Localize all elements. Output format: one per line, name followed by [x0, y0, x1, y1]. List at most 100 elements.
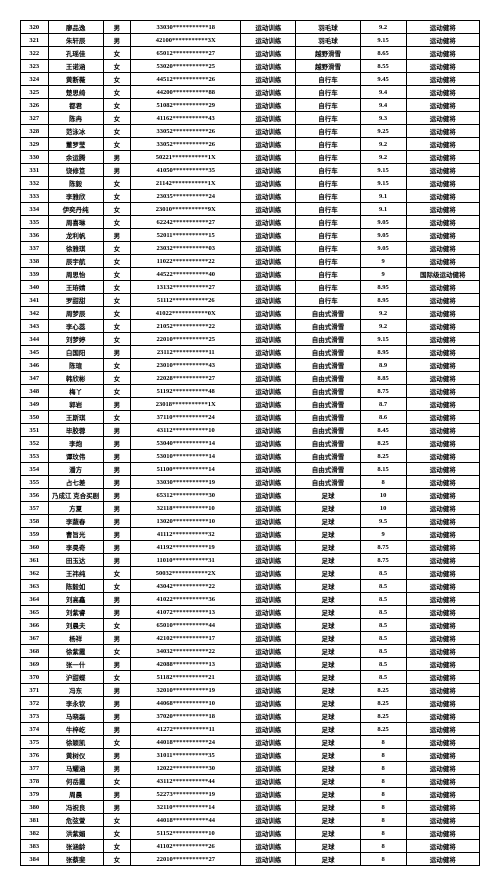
cell-cat: 运动训练 [241, 827, 296, 840]
cell-result: 运动健将 [406, 723, 479, 736]
table-row: 372李永钦男44068***********10运动训练足球8.25运动健将 [21, 697, 480, 710]
cell-name: 李永钦 [48, 697, 103, 710]
cell-cat: 运动训练 [241, 21, 296, 34]
cell-sport: 自行车 [296, 73, 360, 86]
cell-score: 10 [360, 489, 406, 502]
cell-gender: 男 [103, 684, 131, 697]
cell-result: 运动健将 [406, 632, 479, 645]
cell-score: 8 [360, 840, 406, 853]
cell-id: 44068***********10 [131, 697, 241, 710]
cell-name: 危弦萱 [48, 814, 103, 827]
table-row: 345白国阳男23112***********11运动训练自由式滑雪8.95运动… [21, 346, 480, 359]
cell-gender: 女 [103, 853, 131, 866]
cell-score: 9.2 [360, 307, 406, 320]
cell-sport: 自行车 [296, 125, 360, 138]
cell-name: 潘方 [48, 463, 103, 476]
cell-result: 运动健将 [406, 580, 479, 593]
cell-gender: 男 [103, 723, 131, 736]
cell-score: 9.5 [360, 515, 406, 528]
table-row: 325楚思绮女44200***********88运动训练自行车9.4运动健将 [21, 86, 480, 99]
cell-result: 运动健将 [406, 333, 479, 346]
cell-sport: 自由式滑雪 [296, 476, 360, 489]
cell-sport: 自行车 [296, 112, 360, 125]
cell-name: 王诺涵 [48, 60, 103, 73]
cell-score: 8.5 [360, 593, 406, 606]
cell-idx: 320 [21, 21, 49, 34]
cell-score: 9.1 [360, 203, 406, 216]
cell-idx: 383 [21, 840, 49, 853]
cell-cat: 运动训练 [241, 515, 296, 528]
cell-result: 运动健将 [406, 502, 479, 515]
table-row: 375徐颖凯女44018***********24运动训练足球8运动健将 [21, 736, 480, 749]
cell-sport: 足球 [296, 801, 360, 814]
cell-name: 刘高鑫 [48, 593, 103, 606]
cell-gender: 女 [103, 60, 131, 73]
cell-sport: 足球 [296, 489, 360, 502]
cell-cat: 运动训练 [241, 294, 296, 307]
cell-result: 运动健将 [406, 567, 479, 580]
cell-cat: 运动训练 [241, 229, 296, 242]
cell-idx: 330 [21, 151, 49, 164]
cell-score: 8.75 [360, 385, 406, 398]
cell-sport: 足球 [296, 749, 360, 762]
cell-idx: 372 [21, 697, 49, 710]
cell-id: 23010***********43 [131, 359, 241, 372]
cell-score: 9.15 [360, 177, 406, 190]
cell-name: 周喜琳 [48, 216, 103, 229]
cell-gender: 女 [103, 580, 131, 593]
cell-id: 41022***********0X [131, 307, 241, 320]
cell-name: 韩欣彬 [48, 372, 103, 385]
table-row: 349郭岩男23018***********1X运动训练自由式滑雪8.7运动健将 [21, 398, 480, 411]
cell-cat: 运动训练 [241, 151, 296, 164]
table-row: 381危弦萱女44018***********44运动训练足球8运动健将 [21, 814, 480, 827]
cell-score: 8.5 [360, 606, 406, 619]
cell-score: 9 [360, 528, 406, 541]
cell-gender: 女 [103, 775, 131, 788]
cell-cat: 运动训练 [241, 658, 296, 671]
cell-score: 8.55 [360, 60, 406, 73]
cell-gender: 女 [103, 203, 131, 216]
cell-result: 运动健将 [406, 424, 479, 437]
cell-gender: 男 [103, 593, 131, 606]
cell-sport: 足球 [296, 567, 360, 580]
cell-id: 22010***********27 [131, 853, 241, 866]
cell-sport: 足球 [296, 606, 360, 619]
cell-cat: 运动训练 [241, 424, 296, 437]
cell-idx: 368 [21, 645, 49, 658]
cell-cat: 运动训练 [241, 697, 296, 710]
cell-result: 运动健将 [406, 190, 479, 203]
cell-id: 23035***********24 [131, 190, 241, 203]
cell-idx: 329 [21, 138, 49, 151]
cell-sport: 足球 [296, 502, 360, 515]
cell-idx: 323 [21, 60, 49, 73]
table-row: 337徐雅琪女23032***********03运动训练自行车9.05运动健将 [21, 242, 480, 255]
cell-id: 51182***********21 [131, 671, 241, 684]
cell-cat: 运动训练 [241, 567, 296, 580]
cell-idx: 366 [21, 619, 49, 632]
cell-idx: 354 [21, 463, 49, 476]
cell-sport: 自由式滑雪 [296, 307, 360, 320]
cell-id: 62242***********27 [131, 216, 241, 229]
cell-gender: 女 [103, 47, 131, 60]
cell-gender: 男 [103, 34, 131, 47]
cell-idx: 379 [21, 788, 49, 801]
cell-id: 51100***********14 [131, 463, 241, 476]
cell-result: 运动健将 [406, 60, 479, 73]
cell-cat: 运动训练 [241, 164, 296, 177]
cell-cat: 运动训练 [241, 736, 296, 749]
cell-sport: 自行车 [296, 164, 360, 177]
cell-id: 41272***********11 [131, 723, 241, 736]
cell-gender: 男 [103, 164, 131, 177]
cell-gender: 男 [103, 346, 131, 359]
cell-id: 41192***********19 [131, 541, 241, 554]
cell-gender: 女 [103, 294, 131, 307]
cell-cat: 运动训练 [241, 86, 296, 99]
table-row: 358李蔬春男13020***********10运动训练足球9.5运动健将 [21, 515, 480, 528]
cell-result: 运动健将 [406, 827, 479, 840]
table-row: 359曹旨光男41112***********32运动训练足球9运动健将 [21, 528, 480, 541]
cell-sport: 自由式滑雪 [296, 398, 360, 411]
cell-name: 方夏 [48, 502, 103, 515]
cell-result: 国际级运动健将 [406, 268, 479, 281]
cell-gender: 男 [103, 697, 131, 710]
cell-result: 运动健将 [406, 437, 479, 450]
